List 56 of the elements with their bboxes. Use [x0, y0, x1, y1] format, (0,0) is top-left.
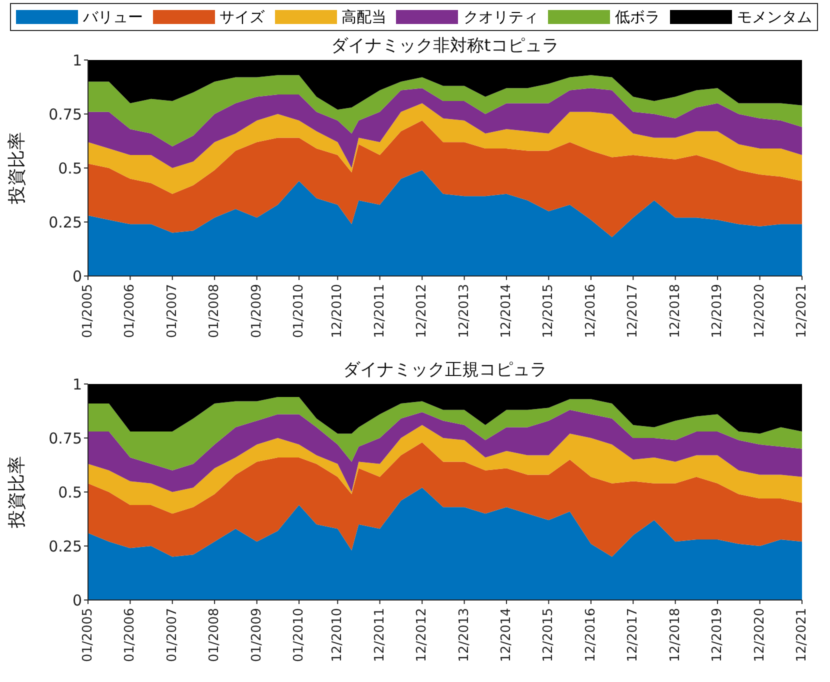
x-tick-label: 01/2006 [122, 608, 138, 662]
legend-label: サイズ [220, 8, 265, 26]
x-tick-label: 12/2014 [498, 284, 514, 338]
x-tick-label: 12/2017 [626, 284, 641, 338]
y-axis-title: 投資比率 [6, 456, 28, 529]
x-tick-label: 01/2007 [164, 284, 180, 338]
chart-title: ダイナミック非対称tコピュラ [330, 35, 560, 58]
x-tick-label: 12/2013 [456, 608, 472, 662]
y-tick-label: 0.25 [48, 537, 82, 556]
x-tick-label: 12/2021 [794, 284, 810, 338]
y-tick-label: 0.25 [48, 213, 82, 232]
legend-label: モメンタム [737, 8, 812, 26]
legend-label: バリュー [82, 8, 143, 26]
x-tick-label: 12/2018 [668, 284, 683, 338]
x-tick-label: 12/2015 [541, 284, 556, 338]
x-tick-label: 01/2008 [207, 608, 222, 662]
x-tick-label: 12/2012 [414, 608, 430, 662]
x-tick-label: 12/2011 [372, 284, 388, 338]
x-tick-label: 01/2009 [249, 284, 264, 338]
x-tick-label: 12/2015 [541, 608, 556, 662]
x-tick-label: 01/2010 [292, 284, 307, 338]
legend-label: 低ボラ [615, 8, 660, 26]
x-tick-label: 12/2012 [414, 284, 430, 338]
x-tick-label: 12/2021 [794, 608, 810, 662]
x-tick-label: 01/2010 [292, 608, 307, 662]
x-tick-label: 01/2005 [80, 284, 96, 338]
x-tick-label: 01/2005 [80, 608, 96, 662]
y-tick-label: 0.5 [58, 159, 82, 178]
legend-label: 高配当 [342, 8, 387, 26]
y-tick-label: 1 [72, 51, 82, 70]
x-tick-label: 12/2014 [498, 608, 514, 662]
chart-title: ダイナミック正規コピュラ [342, 359, 548, 382]
x-tick-label: 12/2019 [710, 284, 726, 338]
y-tick-label: 1 [72, 375, 82, 394]
x-tick-label: 12/2018 [668, 608, 683, 662]
y-tick-label: 0.75 [48, 105, 82, 124]
x-tick-label: 01/2008 [207, 284, 222, 338]
x-tick-label: 12/2017 [626, 608, 641, 662]
x-tick-label: 12/2010 [330, 608, 346, 662]
x-tick-label: 12/2020 [752, 284, 768, 338]
y-tick-label: 0 [72, 267, 82, 286]
x-tick-label: 01/2007 [164, 608, 180, 662]
y-tick-label: 0.75 [48, 429, 82, 448]
x-tick-label: 01/2009 [249, 608, 264, 662]
x-tick-label: 12/2020 [752, 608, 768, 662]
x-tick-label: 12/2011 [372, 608, 388, 662]
legend-label: クオリティ [463, 8, 538, 26]
x-tick-label: 12/2019 [710, 608, 726, 662]
y-tick-label: 0 [72, 591, 82, 610]
y-tick-label: 0.5 [58, 483, 82, 502]
y-axis-title: 投資比率 [6, 132, 28, 205]
x-tick-label: 12/2016 [583, 284, 598, 338]
x-tick-label: 12/2013 [456, 284, 472, 338]
x-tick-label: 01/2006 [122, 284, 138, 338]
x-tick-label: 12/2016 [583, 608, 598, 662]
x-tick-label: 12/2010 [330, 284, 346, 338]
